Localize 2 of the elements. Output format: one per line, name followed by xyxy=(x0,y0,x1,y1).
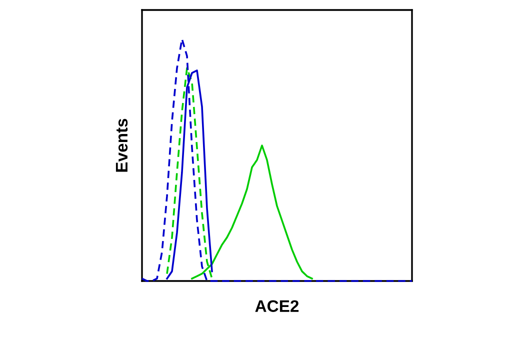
x-axis-title: ACE2 xyxy=(255,300,299,312)
y-axis-title: Events xyxy=(116,118,128,172)
